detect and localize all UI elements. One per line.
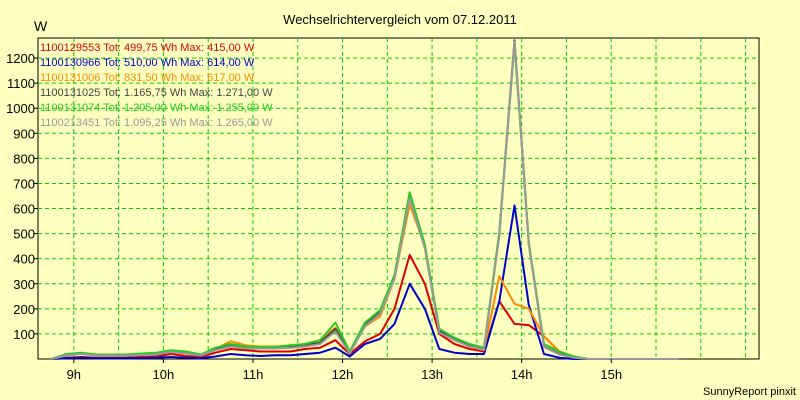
series-line-1100131074 [51, 43, 679, 360]
series-line-1100213451 [51, 40, 679, 360]
legend-entry-1100131006: 1100131006 Tot: 831,50 Wh Max: 617,00 W [40, 72, 255, 84]
chart-title: Wechselrichtervergleich vom 07.12.2011 [283, 12, 517, 27]
y-axis-label: W [34, 18, 48, 34]
y-tick-label: 200 [13, 302, 35, 317]
y-tick-label: 300 [13, 277, 35, 292]
y-tick-label: 600 [13, 202, 35, 217]
legend-entry-1100129553: 1100129553 Tot: 499,75 Wh Max: 415,00 W [40, 42, 255, 54]
y-tick-label: 100 [13, 327, 35, 342]
y-tick-label: 1100 [7, 76, 35, 91]
y-tick-label: 400 [13, 252, 35, 267]
x-tick-label: 10h [153, 367, 175, 382]
x-tick-label: 11h [243, 367, 264, 382]
legend-entry-1100131025: 1100131025 Tot: 1.165,75 Wh Max: 1.271,0… [40, 87, 273, 99]
plot-area [37, 37, 760, 360]
x-tick-label: 9h [67, 367, 81, 382]
axes: 100 200 300 400 500 600 700 800 900 1000 1100 1200 9… [6, 51, 622, 382]
grid [38, 38, 759, 359]
series-lines [51, 39, 679, 360]
legend: 1100129553 Tot: 499,75 Wh Max: 415,00 W 1… [40, 42, 273, 129]
x-tick-label: 14h [511, 367, 533, 382]
x-tick-label: 15h [600, 367, 622, 382]
y-tick-label: 500 [13, 227, 35, 242]
legend-entry-1100130966: 1100130966 Tot: 510,00 Wh Max: 614,00 W [40, 57, 255, 69]
x-tick-label: 13h [421, 367, 443, 382]
y-tick-label: 900 [13, 126, 35, 141]
footer-credit: SunnyReport pinxit [703, 386, 796, 398]
series-line-1100130966 [51, 204, 679, 360]
y-tick-label: 700 [13, 176, 35, 191]
y-tick-label: 1200 [6, 51, 35, 66]
y-tick-label: 800 [13, 151, 35, 166]
legend-entry-1100213451: 1100213451 Tot: 1.095,25 Wh Max: 1.265,0… [40, 117, 273, 129]
x-tick-label: 12h [332, 367, 354, 382]
legend-entry-1100131074: 1100131074 Tot: 1.205,00 Wh Max: 1.255,0… [40, 102, 273, 114]
y-tick-label: 1000 [6, 101, 35, 116]
